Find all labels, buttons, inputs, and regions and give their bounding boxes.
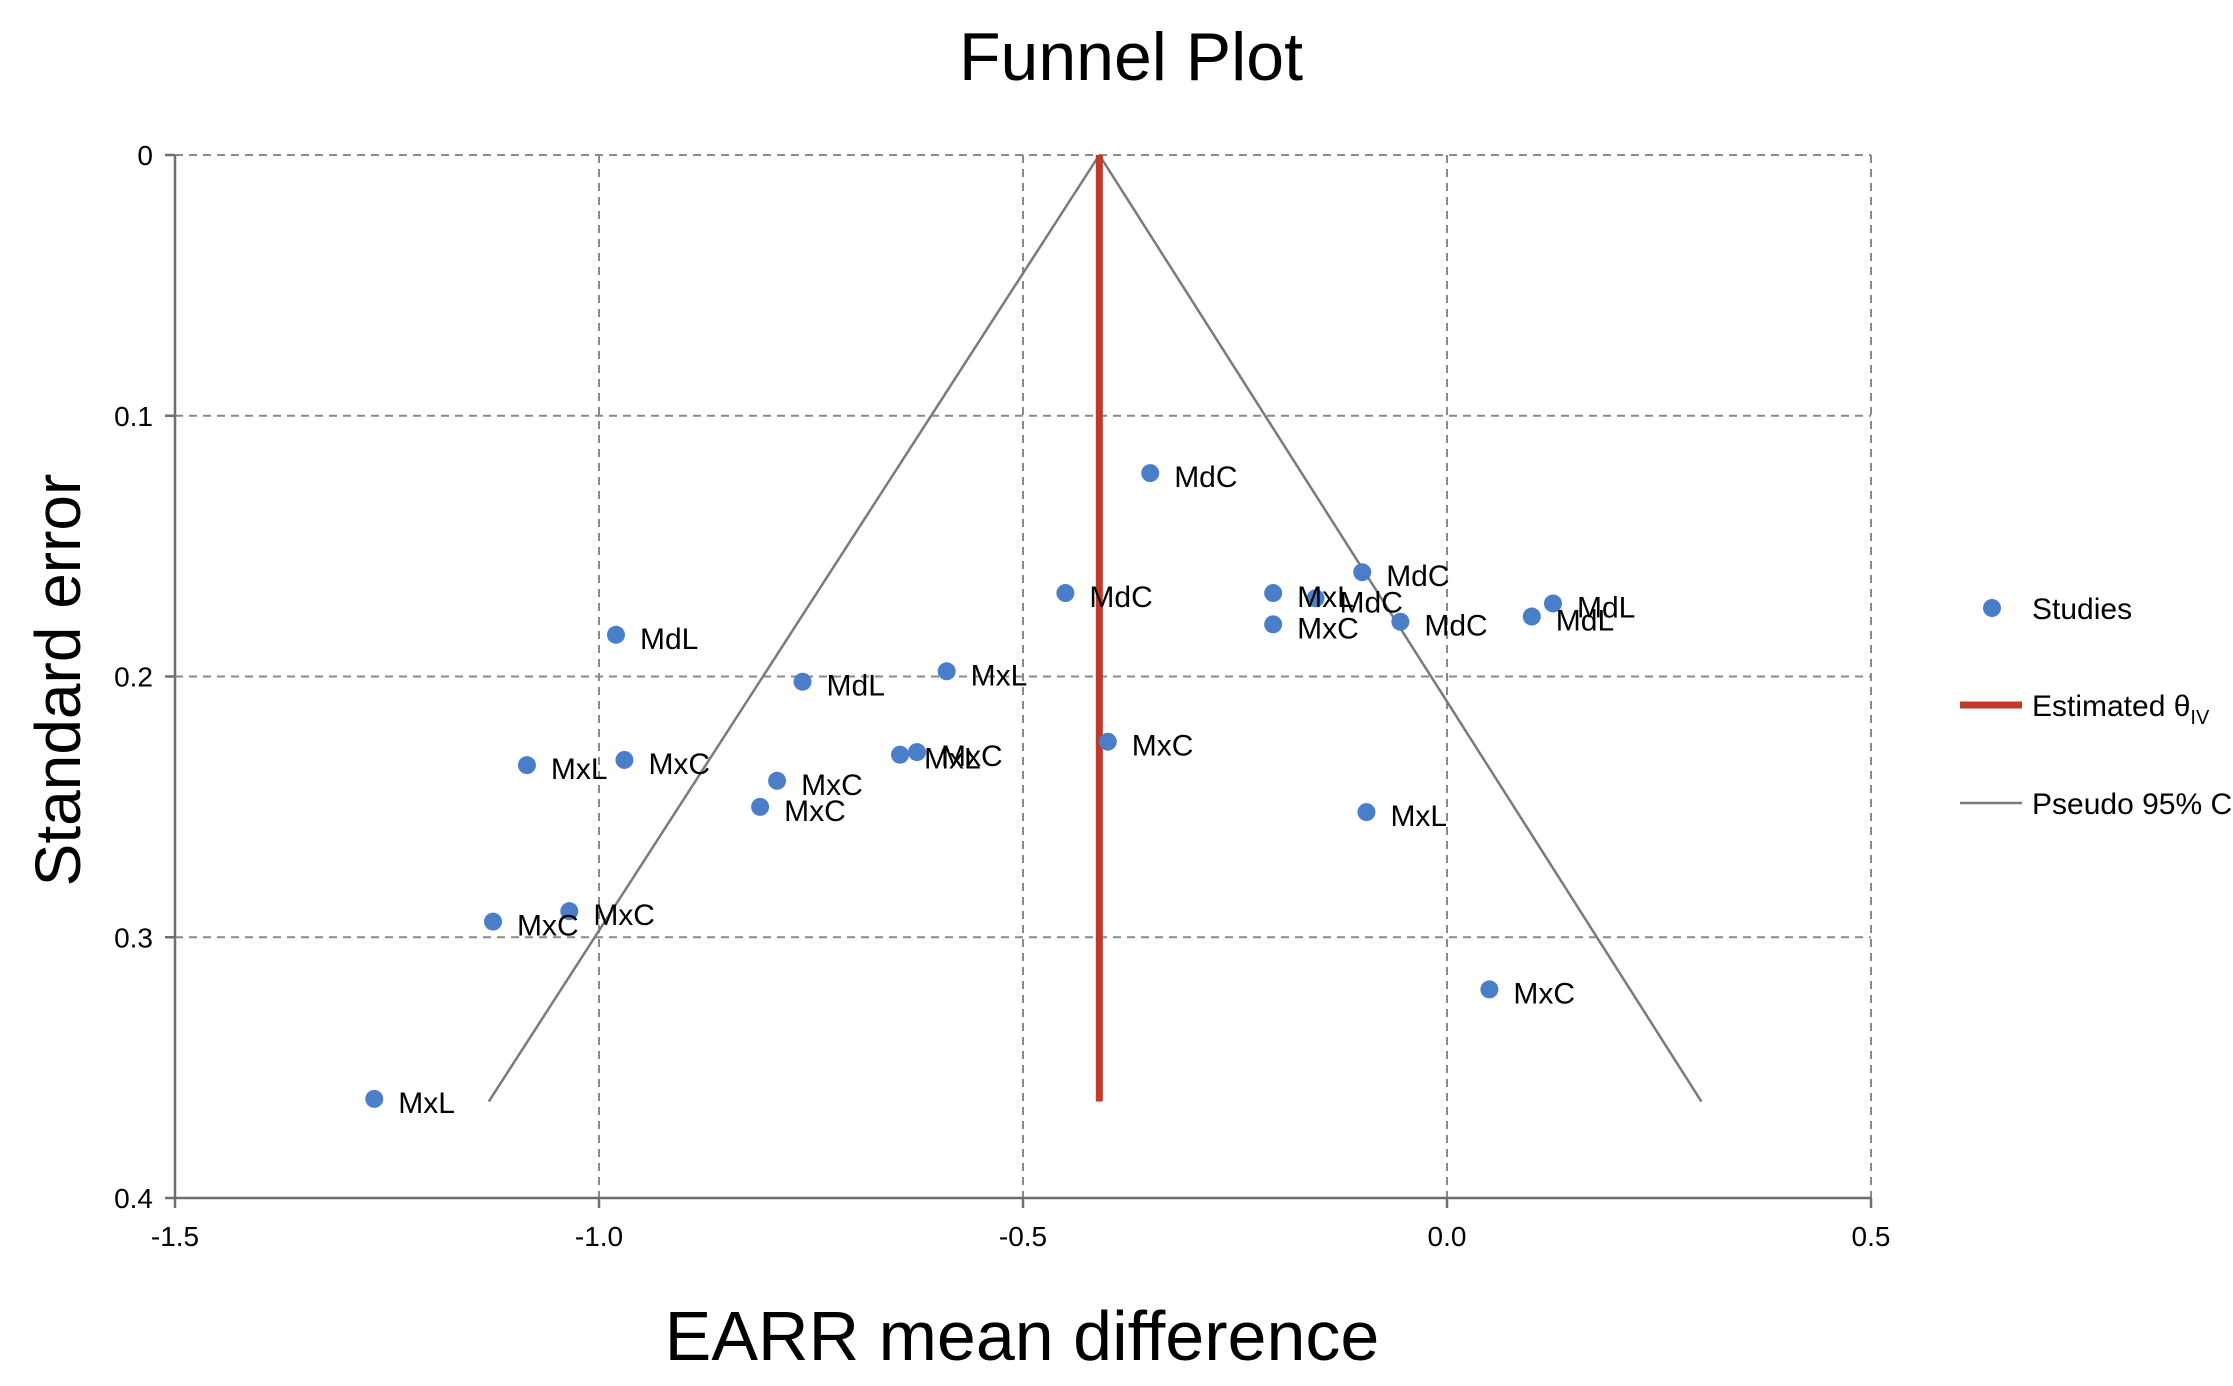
- x-tick-label: 0.5: [1852, 1221, 1891, 1252]
- legend: Studies Estimated θIV Pseudo 95% CI: [1960, 593, 2233, 821]
- x-axis-title: EARR mean difference: [665, 1297, 1380, 1375]
- legend-label-subscript: IV: [2190, 707, 2210, 729]
- study-point: [1098, 732, 1117, 751]
- study-point: [908, 743, 926, 762]
- study-point-label: MxL: [398, 1087, 455, 1120]
- y-tick-label: 0: [137, 140, 153, 171]
- x-tick-label: -1.5: [151, 1221, 199, 1252]
- study-point-label: MdL: [1556, 605, 1614, 638]
- study-point-label: MdC: [1386, 560, 1449, 593]
- study-point: [1353, 563, 1372, 582]
- legend-label: Estimated θIV: [2032, 690, 2210, 729]
- study-point-label: MxL: [924, 743, 981, 776]
- study-point: [1522, 607, 1541, 626]
- study-point: [751, 797, 770, 816]
- study-point: [1544, 594, 1562, 613]
- y-tick-label: 0.4: [114, 1183, 153, 1214]
- y-axis-title: Standard error: [22, 474, 94, 887]
- study-point-label: MxL: [1297, 581, 1354, 614]
- axes: [165, 153, 1873, 1208]
- study-point: [1480, 980, 1499, 999]
- y-tick-label: 0.1: [114, 401, 153, 432]
- study-point-label: MxC: [648, 748, 710, 781]
- study-point: [365, 1089, 384, 1108]
- study-point: [484, 912, 502, 931]
- x-tick-label: 0.0: [1428, 1221, 1467, 1252]
- study-point-label: MdC: [1174, 461, 1237, 494]
- study-point-label: MxL: [551, 753, 608, 786]
- legend-item: Studies: [1983, 593, 2132, 626]
- study-point: [517, 756, 536, 775]
- study-point-label: MdL: [827, 670, 885, 703]
- grid-lines: [175, 154, 1872, 1198]
- legend-marker-studies: [1983, 599, 2001, 617]
- y-tick-labels: 0 0.1 0.2 0.3 0.4: [114, 140, 153, 1214]
- study-point-label: MxC: [517, 910, 579, 943]
- study-point: [768, 771, 787, 790]
- chart-title: Funnel Plot: [959, 19, 1303, 95]
- study-point-label: MdL: [640, 623, 698, 656]
- study-point: [1056, 584, 1075, 603]
- study-point-label: MxC: [1297, 612, 1359, 645]
- study-point: [606, 625, 625, 644]
- study-point: [1391, 612, 1410, 631]
- study-points: [365, 464, 1562, 1108]
- study-point: [1357, 803, 1376, 822]
- study-point-label: MdC: [1089, 581, 1152, 614]
- study-point: [1306, 589, 1325, 608]
- study-point: [937, 662, 956, 681]
- legend-item: Estimated θIV: [1960, 690, 2210, 729]
- study-point: [1264, 615, 1283, 634]
- study-point: [1141, 464, 1160, 483]
- x-tick-labels: -1.5 -1.0 -0.5 0.0 0.5: [151, 1221, 1891, 1252]
- study-point-label: MxC: [941, 740, 1003, 773]
- study-point: [891, 745, 910, 764]
- study-point-label: MdC: [1424, 610, 1487, 643]
- legend-label: Pseudo 95% CI: [2032, 788, 2233, 821]
- x-tick-label: -0.5: [999, 1221, 1047, 1252]
- y-tick-label: 0.2: [114, 662, 153, 693]
- y-tick-label: 0.3: [114, 922, 153, 953]
- study-point: [615, 750, 634, 769]
- study-point-label: MdL: [1577, 591, 1635, 624]
- study-point: [1264, 584, 1283, 603]
- study-point-label: MxC: [784, 795, 846, 828]
- study-point-label: MxC: [1132, 730, 1194, 763]
- x-tick-label: -1.0: [575, 1221, 623, 1252]
- study-point-label: MxC: [1513, 977, 1575, 1010]
- legend-item: Pseudo 95% CI: [1960, 788, 2233, 821]
- study-point-label: MxC: [593, 899, 655, 932]
- study-point: [793, 672, 812, 691]
- study-point-label: MxC: [801, 769, 863, 802]
- study-point-label: MxL: [1390, 800, 1447, 833]
- study-point-label: MdC: [1340, 586, 1403, 619]
- ci-left-line: [487, 154, 1101, 1103]
- study-point: [560, 902, 579, 921]
- study-point-label: MxL: [971, 659, 1028, 692]
- legend-label: Studies: [2032, 593, 2132, 626]
